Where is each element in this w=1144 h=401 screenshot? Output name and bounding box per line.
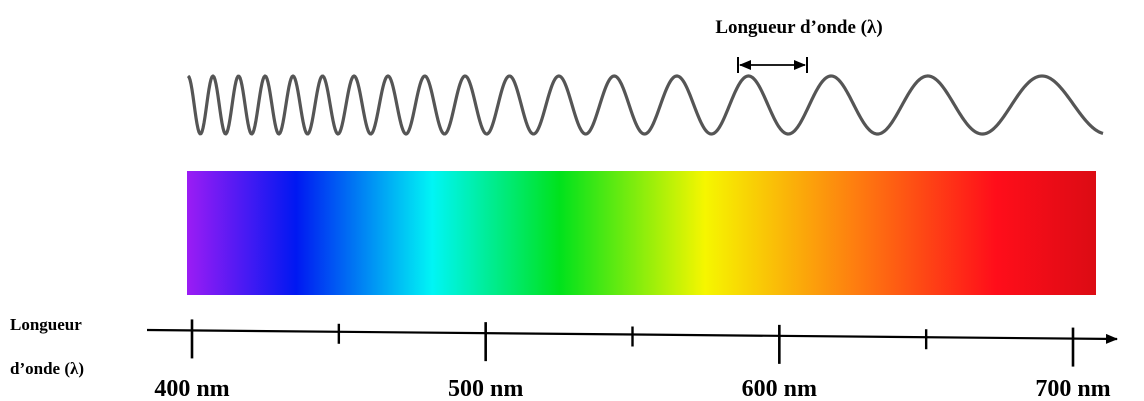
axis-ticks: 400 nm 500 nm 600 nm 700 nm bbox=[154, 319, 1111, 401]
axis-label-line1: Longueur bbox=[10, 315, 82, 334]
light-wave bbox=[186, 74, 1104, 136]
tick-label-700: 700 nm bbox=[1035, 376, 1110, 401]
tick-label-500: 500 nm bbox=[448, 376, 523, 401]
tick-label-400: 400 nm bbox=[154, 376, 229, 401]
color-spectrum-band bbox=[187, 171, 1096, 295]
wavelength-measure bbox=[737, 57, 808, 73]
axis-label-line2: d’onde (λ) bbox=[10, 359, 84, 378]
wavelength-label: Longueur d’onde (λ) bbox=[715, 17, 882, 38]
tick-label-600: 600 nm bbox=[742, 376, 817, 401]
